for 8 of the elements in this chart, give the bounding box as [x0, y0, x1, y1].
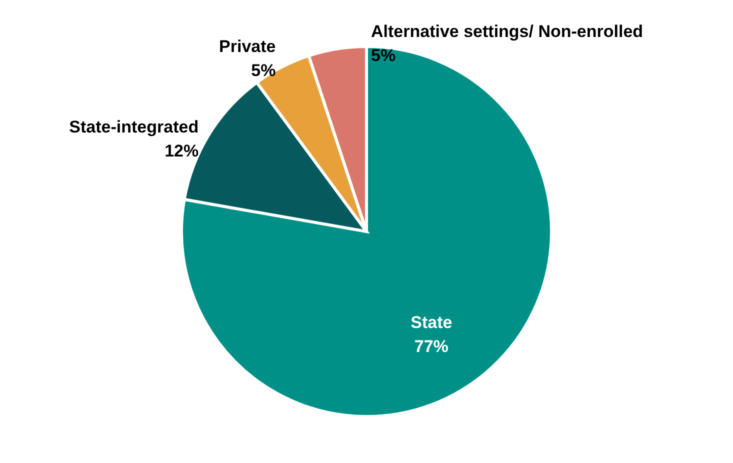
slice-label: Alternative settings/ Non-enrolled: [371, 22, 644, 41]
data-label: 12%: [164, 141, 199, 160]
slice-label: Private: [219, 36, 276, 56]
data-label: 77%: [414, 336, 448, 356]
data-label: 5%: [371, 46, 396, 65]
slice-label: State: [410, 312, 452, 332]
slice-label: State-integrated: [69, 117, 199, 136]
data-label: 5%: [251, 60, 276, 80]
